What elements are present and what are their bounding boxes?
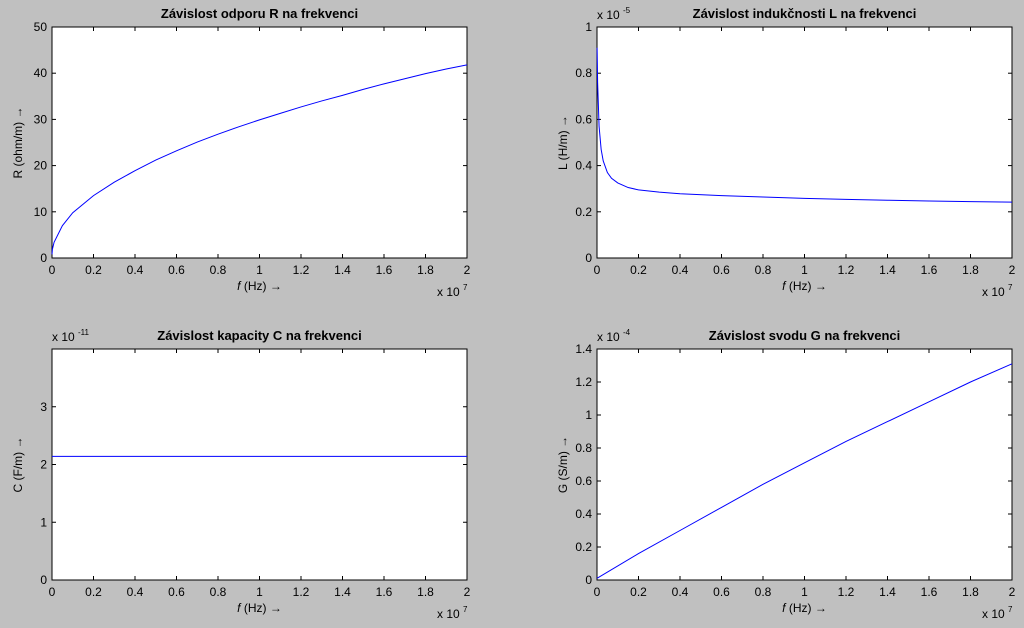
x-tick-label: 1 — [256, 585, 263, 599]
series-line-1 — [51, 64, 468, 255]
x-tick-label: 1.4 — [334, 263, 351, 277]
x-tick-label: 1.8 — [417, 585, 434, 599]
x-tick-label: 0 — [49, 585, 56, 599]
y-tick-label: 0 — [40, 573, 47, 587]
chart-title: Závislost indukčnosti L na frekvenci — [693, 6, 917, 21]
x-tick-label: 0.2 — [630, 263, 647, 277]
x-tick-label: 0.6 — [713, 263, 730, 277]
x-tick-label: 0.4 — [672, 585, 689, 599]
x-exponent-label: x 10 7 — [437, 605, 468, 621]
y-tick-label: 0.4 — [575, 159, 592, 173]
y-tick-label: 2 — [40, 458, 47, 472]
x-axis-label: f (Hz) → — [782, 279, 827, 293]
plot-area — [596, 348, 1013, 581]
chart-4: 0 0.2 0.4 0.6 0.8 1 1.2 1.4 1.6 1.8 2 0 0.2 0.4 0.6 0.8… — [556, 328, 1016, 621]
y-tick-label: 0 — [585, 573, 592, 587]
x-tick-label: 0.8 — [210, 585, 227, 599]
plot-area — [51, 26, 468, 259]
x-tick-label: 0 — [594, 585, 601, 599]
x-tick-label: 1.4 — [334, 585, 351, 599]
x-exponent-label: x 10 7 — [437, 283, 468, 299]
x-tick-label: 0.6 — [168, 585, 185, 599]
x-tick-label: 1.2 — [838, 585, 855, 599]
y-tick-label: 30 — [34, 112, 48, 126]
series-line-1 — [596, 47, 1013, 203]
x-axis-label: f (Hz) → — [237, 279, 282, 293]
x-tick-label: 1.6 — [921, 263, 938, 277]
x-tick-label: 0.4 — [672, 263, 689, 277]
y-tick-label: 0.6 — [575, 474, 592, 488]
x-axis-label: f (Hz) → — [782, 601, 827, 615]
x-tick-label: 1.4 — [879, 263, 896, 277]
x-tick-label: 1.4 — [879, 585, 896, 599]
chart-title: Závislost odporu R na frekvenci — [161, 6, 358, 21]
y-axis-label: G (S/m) → — [556, 436, 570, 493]
x-tick-label: 2 — [1009, 585, 1016, 599]
y-axis-label: R (ohm/m) → — [11, 107, 25, 179]
series-line-1 — [596, 363, 1013, 579]
y-tick-label: 0.8 — [575, 441, 592, 455]
x-tick-label: 1 — [801, 585, 808, 599]
y-tick-label: 20 — [34, 159, 48, 173]
x-tick-label: 1.6 — [376, 263, 393, 277]
x-exponent-label: x 10 7 — [982, 605, 1013, 621]
y-tick-label: 0.8 — [575, 66, 592, 80]
y-tick-label: 0 — [585, 251, 592, 265]
x-tick-label: 1.8 — [417, 263, 434, 277]
y-tick-label: 0.2 — [575, 540, 592, 554]
x-tick-label: 0 — [594, 263, 601, 277]
y-tick-label: 1.4 — [575, 342, 592, 356]
y-axis-label: C (F/m) → — [11, 437, 25, 493]
y-axis-label: L (H/m) → — [556, 115, 570, 170]
y-tick-label: 3 — [40, 400, 47, 414]
y-tick-label: 1 — [585, 408, 592, 422]
chart-3: 0 0.2 0.4 0.6 0.8 1 1.2 1.4 1.6 1.8 2 0 1 2 3 Závislost… — [11, 328, 471, 621]
x-tick-label: 0.2 — [85, 263, 102, 277]
x-tick-label: 0.4 — [127, 263, 144, 277]
y-tick-label: 0 — [40, 251, 47, 265]
x-tick-label: 1.2 — [293, 585, 310, 599]
x-tick-label: 0.6 — [168, 263, 185, 277]
chart-1: 0 0.2 0.4 0.6 0.8 1 1.2 1.4 1.6 1.8 201020304050Zá… — [11, 6, 471, 299]
y-tick-label: 1 — [585, 20, 592, 34]
y-tick-label: 0.6 — [575, 112, 592, 126]
y-tick-label: 0.2 — [575, 205, 592, 219]
y-tick-label: 40 — [34, 66, 48, 80]
y-exponent-label: x 10 -5 — [597, 6, 631, 22]
plot-area — [51, 348, 468, 581]
x-tick-label: 1.8 — [962, 585, 979, 599]
x-tick-label: 1.6 — [376, 585, 393, 599]
x-tick-label: 0.2 — [630, 585, 647, 599]
x-tick-label: 1.6 — [921, 585, 938, 599]
x-tick-label: 2 — [1009, 263, 1016, 277]
y-exponent-label: x 10 -4 — [597, 328, 631, 344]
x-tick-label: 1.2 — [293, 263, 310, 277]
x-tick-label: 0.2 — [85, 585, 102, 599]
x-axis-label: f (Hz) → — [237, 601, 282, 615]
x-tick-label: 0.8 — [755, 263, 772, 277]
x-tick-label: 0.6 — [713, 585, 730, 599]
chart-title: Závislost svodu G na frekvenci — [709, 328, 900, 343]
chart-title: Závislost kapacity C na frekvenci — [157, 328, 361, 343]
plot-area — [596, 26, 1013, 259]
x-tick-label: 0 — [49, 263, 56, 277]
x-tick-label: 2 — [464, 263, 471, 277]
x-tick-label: 0.8 — [755, 585, 772, 599]
x-tick-label: 1.2 — [838, 263, 855, 277]
y-tick-label: 1 — [40, 515, 47, 529]
x-tick-label: 1 — [256, 263, 263, 277]
x-tick-label: 1.8 — [962, 263, 979, 277]
x-tick-label: 2 — [464, 585, 471, 599]
x-tick-label: 0.8 — [210, 263, 227, 277]
chart-2: 0 0.2 0.4 0.6 0.8 1 1.2 1.4 1.6 1.8 2 0 0.2 0.4 0.6 0.8… — [556, 6, 1016, 299]
y-tick-label: 50 — [34, 20, 48, 34]
y-exponent-label: x 10 -11 — [52, 328, 90, 344]
x-tick-label: 1 — [801, 263, 808, 277]
x-exponent-label: x 10 7 — [982, 283, 1013, 299]
x-tick-label: 0.4 — [127, 585, 144, 599]
y-tick-label: 10 — [34, 205, 48, 219]
y-tick-label: 0.4 — [575, 507, 592, 521]
y-tick-label: 1.2 — [575, 375, 592, 389]
